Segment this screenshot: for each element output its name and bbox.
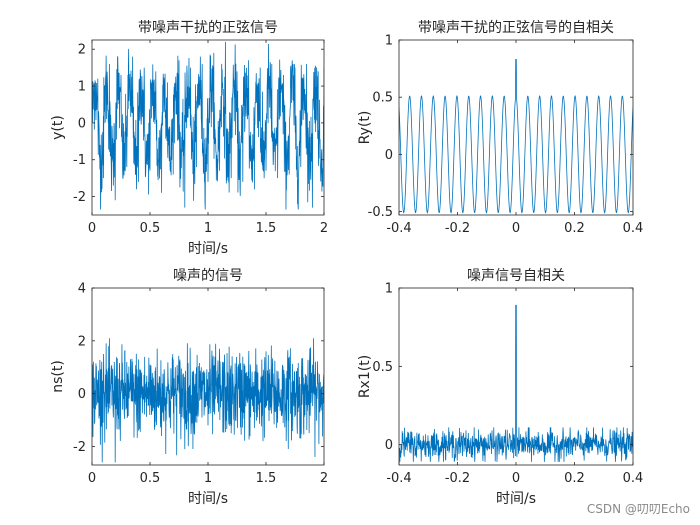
x-tick-label: 1.5: [256, 471, 277, 486]
x-tick-label: 0: [88, 221, 96, 236]
x-tick-label: 0: [512, 221, 520, 236]
y-axis-label: Ry(t): [357, 111, 373, 145]
x-tick-label: 0.4: [623, 221, 644, 236]
y-tick-label: 4: [78, 282, 86, 297]
watermark: CSDN @叨叨Echo: [586, 502, 690, 516]
x-tick-label: 2: [320, 221, 328, 236]
x-tick-label: 0: [88, 471, 96, 486]
y-tick-label: 1: [78, 80, 86, 95]
x-axis-label: 时间/s: [188, 491, 228, 507]
chart-title: 带噪声干扰的正弦信号: [138, 20, 278, 36]
y-tick-label: 1: [385, 34, 393, 49]
chart-title: 噪声的信号: [173, 268, 243, 284]
chart-title: 带噪声干扰的正弦信号的自相关: [418, 20, 614, 36]
y-axis-label: ns(t): [50, 360, 66, 393]
x-tick-label: 0.5: [140, 221, 161, 236]
x-tick-label: -0.2: [445, 471, 470, 486]
x-tick-label: -0.2: [445, 221, 470, 236]
y-axis-label: Rx1(t): [357, 355, 373, 398]
x-tick-label: 2: [320, 471, 328, 486]
series-line: [399, 304, 633, 463]
y-tick-label: -2: [73, 190, 86, 205]
y-tick-label: 2: [78, 43, 86, 58]
x-tick-label: 1.5: [256, 221, 277, 236]
chart-panel-2: -0.4 -0.2 0 0.2 0.4 -0.5 0 0.5 1 带噪声干扰的正弦信号的自相关 Ry…: [357, 20, 643, 236]
chart-title: 噪声信号自相关: [467, 268, 565, 284]
x-tick-label: 0: [512, 471, 520, 486]
y-tick-label: -1: [73, 153, 86, 168]
x-axis-label: 时间/s: [496, 491, 536, 507]
y-tick-label: 0.5: [372, 360, 393, 375]
x-tick-label: 0.2: [564, 221, 585, 236]
series-line: [92, 41, 324, 210]
x-tick-label: 0.5: [140, 471, 161, 486]
y-tick-label: 1: [385, 282, 393, 297]
y-tick-label: 2: [78, 334, 86, 349]
y-tick-label: 0: [385, 148, 393, 163]
x-axis-label: 时间/s: [188, 241, 228, 257]
x-tick-label: 1: [204, 471, 212, 486]
y-tick-label: -2: [73, 440, 86, 455]
x-tick-label: -0.4: [386, 471, 411, 486]
y-tick-label: 0: [385, 438, 393, 453]
series-line: [399, 59, 633, 214]
y-tick-label: 0: [78, 387, 86, 402]
y-tick-label: 0.5: [372, 91, 393, 106]
series-line: [92, 338, 324, 463]
y-tick-label: -0.5: [368, 205, 393, 220]
x-tick-label: -0.4: [386, 221, 411, 236]
y-axis-label: y(t): [50, 115, 66, 140]
y-tick-label: 0: [78, 116, 86, 131]
x-tick-label: 0.4: [623, 471, 644, 486]
x-tick-label: 0.2: [564, 471, 585, 486]
x-tick-label: 1: [204, 221, 212, 236]
